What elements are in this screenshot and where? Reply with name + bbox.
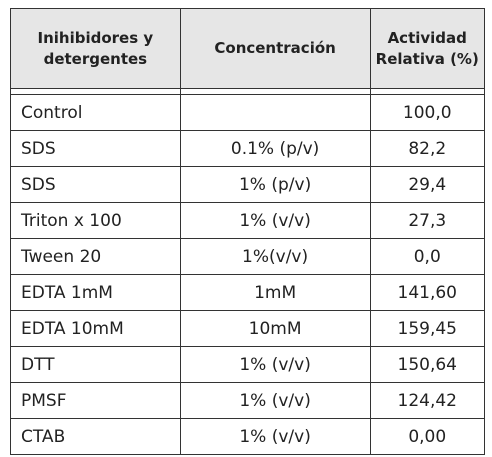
header-activity-line2: Relativa (%) bbox=[375, 49, 479, 68]
table-row: Tween 20 1%(v/v) 0,0 bbox=[10, 238, 485, 275]
cell-concentration: 1mM bbox=[179, 274, 371, 311]
cell-activity: 159,45 bbox=[369, 310, 485, 347]
cell-concentration: 1% (v/v) bbox=[179, 202, 371, 239]
cell-activity: 0,0 bbox=[369, 238, 485, 275]
header-concentration-label: Concentración bbox=[214, 39, 336, 57]
cell-concentration: 1% (p/v) bbox=[179, 166, 371, 203]
cell-inhibitor: Tween 20 bbox=[10, 238, 181, 275]
table-row: CTAB 1% (v/v) 0,00 bbox=[10, 418, 485, 455]
cell-activity: 141,60 bbox=[369, 274, 485, 311]
cell-inhibitor: Triton x 100 bbox=[10, 202, 181, 239]
cell-activity: 29,4 bbox=[369, 166, 485, 203]
cell-inhibitor: DTT bbox=[10, 346, 181, 383]
cell-inhibitor: Control bbox=[10, 94, 181, 131]
table-row: SDS 1% (p/v) 29,4 bbox=[10, 166, 485, 203]
table-row: PMSF 1% (v/v) 124,42 bbox=[10, 382, 485, 419]
header-activity: Actividad Relativa (%) bbox=[369, 8, 485, 89]
cell-concentration: 0.1% (p/v) bbox=[179, 130, 371, 167]
cell-concentration: 1% (v/v) bbox=[179, 346, 371, 383]
table-row: EDTA 1mM 1mM 141,60 bbox=[10, 274, 485, 311]
inhibitor-table-container: Inihibidores y detergentes Concentración… bbox=[10, 8, 485, 455]
table-row: DTT 1% (v/v) 150,64 bbox=[10, 346, 485, 383]
cell-inhibitor: CTAB bbox=[10, 418, 181, 455]
cell-inhibitor: PMSF bbox=[10, 382, 181, 419]
cell-activity: 0,00 bbox=[369, 418, 485, 455]
header-inhibitors-line1: Inihibidores y bbox=[37, 28, 154, 47]
table-row: Control 100,0 bbox=[10, 94, 485, 131]
cell-inhibitor: SDS bbox=[10, 130, 181, 167]
header-inhibitors: Inihibidores y detergentes bbox=[10, 8, 181, 89]
cell-concentration: 1% (v/v) bbox=[179, 418, 371, 455]
cell-inhibitor: EDTA 10mM bbox=[10, 310, 181, 347]
inhibitor-activity-table: Inihibidores y detergentes Concentración… bbox=[10, 8, 485, 455]
cell-activity: 124,42 bbox=[369, 382, 485, 419]
header-inhibitors-line2: detergentes bbox=[43, 49, 148, 68]
header-row: Inihibidores y detergentes Concentración… bbox=[10, 8, 485, 89]
table-row: EDTA 10mM 10mM 159,45 bbox=[10, 310, 485, 347]
cell-inhibitor: EDTA 1mM bbox=[10, 274, 181, 311]
header-concentration: Concentración bbox=[179, 8, 371, 89]
cell-concentration: 1% (v/v) bbox=[179, 382, 371, 419]
cell-inhibitor: SDS bbox=[10, 166, 181, 203]
cell-concentration: 1%(v/v) bbox=[179, 238, 371, 275]
table-row: Triton x 100 1% (v/v) 27,3 bbox=[10, 202, 485, 239]
table-body: Control 100,0 SDS 0.1% (p/v) 82,2 SDS 1%… bbox=[10, 94, 485, 455]
cell-activity: 27,3 bbox=[369, 202, 485, 239]
cell-activity: 150,64 bbox=[369, 346, 485, 383]
header-activity-line1: Actividad bbox=[387, 28, 467, 47]
cell-concentration: 10mM bbox=[179, 310, 371, 347]
cell-activity: 100,0 bbox=[369, 94, 485, 131]
cell-concentration bbox=[179, 94, 371, 131]
cell-activity: 82,2 bbox=[369, 130, 485, 167]
table-row: SDS 0.1% (p/v) 82,2 bbox=[10, 130, 485, 167]
table-header: Inihibidores y detergentes Concentración… bbox=[10, 8, 485, 95]
